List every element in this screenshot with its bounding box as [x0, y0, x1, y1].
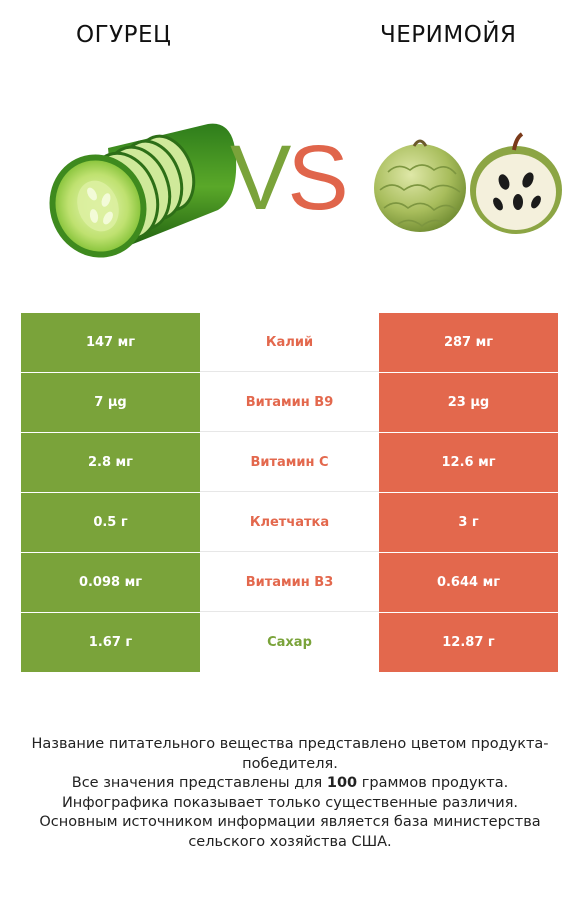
table-row: 0.098 мг Витамин B3 0.644 мг: [21, 553, 558, 612]
table-row: 147 мг Калий 287 мг: [21, 313, 558, 372]
vs-v: V: [230, 127, 291, 229]
table-row: 2.8 мг Витамин C 12.6 мг: [21, 433, 558, 492]
left-value: 0.5 г: [21, 493, 200, 552]
note-per-100g-pre: Все значения представлены для: [71, 775, 327, 791]
nutrient-name: Клетчатка: [200, 493, 379, 552]
right-value: 287 мг: [379, 313, 558, 372]
nutrient-name: Витамин B9: [200, 373, 379, 432]
left-value: 7 µg: [21, 373, 200, 432]
table-row: 1.67 г Сахар 12.87 г: [21, 613, 558, 672]
note-per-100g-post: граммов продукта.: [357, 775, 509, 791]
right-value: 23 µg: [379, 373, 558, 432]
nutrient-name: Сахар: [200, 613, 379, 672]
right-value: 12.87 г: [379, 613, 558, 672]
vs-s: S: [287, 127, 348, 229]
table-row: 0.5 г Клетчатка 3 г: [21, 493, 558, 552]
nutrient-name: Калий: [200, 313, 379, 372]
right-value: 12.6 мг: [379, 433, 558, 492]
right-value: 3 г: [379, 493, 558, 552]
note-per-100g: Все значения представлены для 100 граммо…: [20, 774, 560, 794]
table-row: 7 µg Витамин B9 23 µg: [21, 373, 558, 432]
right-food-title: ЧЕРИМОЙЯ: [380, 22, 517, 48]
vs-label: VS: [230, 127, 349, 229]
left-value: 1.67 г: [21, 613, 200, 672]
right-value: 0.644 мг: [379, 553, 558, 612]
note-per-100g-bold: 100: [326, 775, 358, 791]
note-significant-only: Инфографика показывает только существенн…: [61, 794, 519, 811]
cherimoya-image: [374, 132, 562, 234]
left-food-title: ОГУРЕЦ: [76, 22, 172, 48]
left-value: 2.8 мг: [21, 433, 200, 492]
note-source: Основным источником информации является …: [39, 814, 541, 850]
nutrient-name: Витамин B3: [200, 553, 379, 612]
left-value: 0.098 мг: [21, 553, 200, 612]
comparison-table: 147 мг Калий 287 мг 7 µg Витамин B9 23 µg 2.8 …: [21, 313, 558, 673]
cucumber-image: [49, 123, 237, 258]
footnotes: Название питательного вещества представл…: [20, 735, 560, 852]
nutrient-name: Витамин C: [200, 433, 379, 492]
left-value: 147 мг: [21, 313, 200, 372]
note-winner-color: Название питательного вещества представл…: [31, 736, 549, 772]
